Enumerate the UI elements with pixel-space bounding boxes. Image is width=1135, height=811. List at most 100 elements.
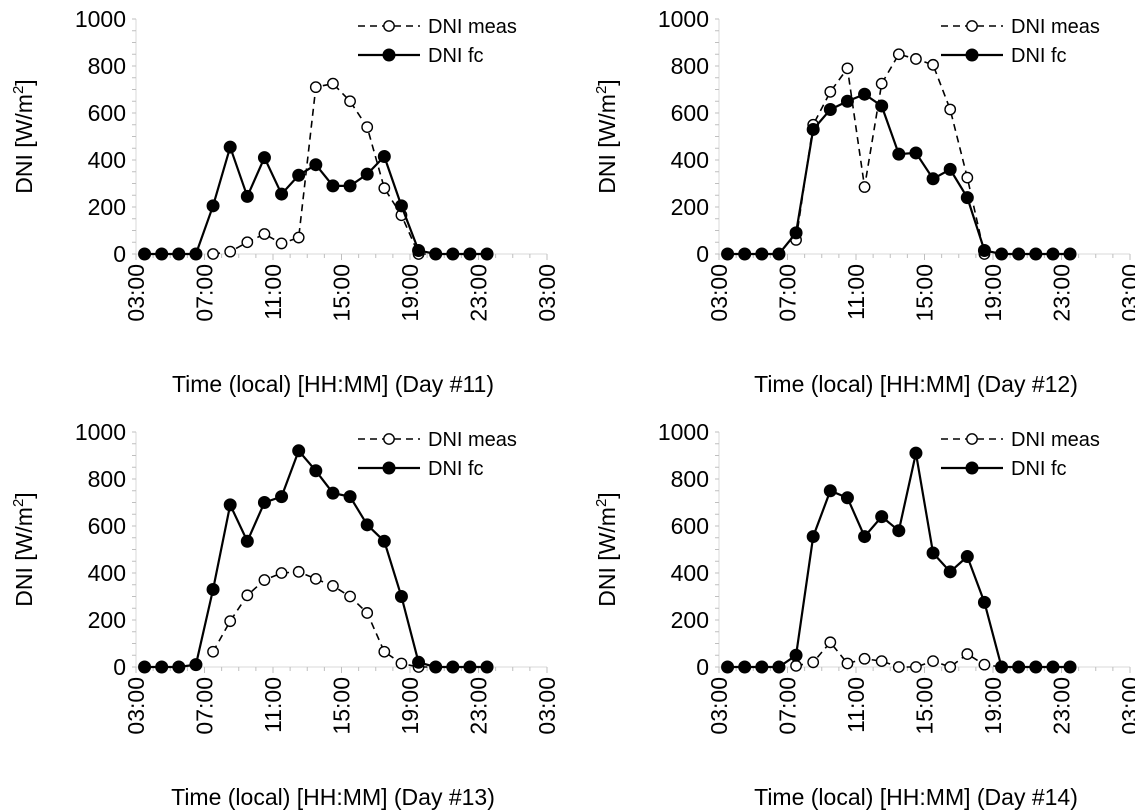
data-point-fc — [806, 530, 820, 544]
series-line-fc — [144, 448, 488, 669]
data-point-fc — [823, 484, 837, 498]
legend-label: DNI fc — [1011, 458, 1067, 480]
data-point-meas — [344, 590, 356, 603]
data-point-fc — [858, 530, 872, 544]
x-tick-label: 23:00 — [466, 677, 492, 735]
data-point-meas — [927, 655, 939, 668]
data-point-meas — [378, 645, 391, 658]
data-point-meas — [892, 661, 905, 673]
data-point-meas — [327, 580, 339, 592]
legend-label: DNI meas — [428, 429, 517, 451]
y-tick-label: 800 — [671, 53, 709, 79]
x-tick-label: 07:00 — [775, 677, 801, 735]
series-line-meas — [212, 82, 488, 255]
y-tick-label: 200 — [671, 607, 709, 633]
x-tick-label: 15:00 — [912, 677, 938, 735]
data-point-fc — [1046, 660, 1060, 674]
y-tick-label: 1000 — [75, 6, 126, 32]
data-point-meas — [910, 53, 922, 65]
legend-label: DNI meas — [1011, 16, 1100, 38]
y-tick-label: 600 — [671, 513, 709, 539]
y-axis-label: DNI [W/m2] — [593, 79, 620, 193]
data-point-fc — [755, 660, 769, 674]
data-point-fc — [275, 490, 289, 504]
data-point-fc — [926, 546, 940, 560]
data-point-fc — [343, 490, 357, 504]
y-tick-label: 0 — [696, 241, 709, 267]
data-point-fc — [960, 191, 974, 205]
data-point-fc — [412, 655, 426, 669]
data-point-meas — [841, 62, 854, 75]
x-tick-label: 03:00 — [1117, 677, 1135, 735]
data-point-fc — [960, 550, 974, 564]
data-point-fc — [926, 172, 940, 186]
data-point-meas — [207, 645, 219, 658]
x-axis-label: Time (local) [HH:MM] (Day #11) — [172, 371, 494, 397]
data-point-fc — [257, 495, 271, 509]
data-point-meas — [824, 636, 837, 649]
data-point-fc — [275, 187, 289, 201]
legend-label: DNI fc — [428, 45, 484, 67]
legend-marker — [966, 20, 978, 32]
y-tick-label: 800 — [88, 53, 126, 79]
data-point-fc — [1029, 247, 1043, 261]
legend-label: DNI meas — [428, 16, 517, 38]
data-point-meas — [841, 657, 854, 670]
data-point-fc — [138, 247, 152, 261]
x-axis-label: Time (local) [HH:MM] (Day #12) — [754, 371, 1078, 397]
data-point-fc — [326, 486, 340, 500]
x-tick-label: 03:00 — [706, 264, 732, 322]
y-axis-label: DNI [W/m2] — [10, 492, 37, 606]
data-point-fc — [840, 491, 854, 505]
legend-label: DNI fc — [428, 458, 484, 480]
y-tick-label: 0 — [696, 654, 709, 680]
data-point-fc — [206, 199, 220, 213]
x-tick-label: 07:00 — [192, 677, 218, 735]
data-point-fc — [155, 247, 169, 261]
data-point-fc — [343, 179, 357, 193]
chart-panel-4: 0 200 400 600 800 1000 03:00 07:00 11:00 15:00 19:… — [593, 419, 1135, 810]
data-point-fc — [840, 94, 854, 108]
y-tick-label: 1000 — [75, 419, 126, 445]
data-point-meas — [224, 245, 237, 258]
y-tick-label: 1000 — [658, 6, 709, 32]
chart-panel-1: 0 200 400 600 800 1000 03:00 07:00 11:00 15:00 19:… — [10, 6, 560, 397]
series-line-fc — [727, 92, 1071, 256]
data-point-fc — [463, 247, 477, 261]
data-point-fc — [429, 247, 443, 261]
data-point-fc — [412, 243, 426, 257]
x-tick-label: 19:00 — [980, 264, 1006, 322]
data-point-meas — [961, 171, 974, 184]
data-point-fc — [240, 189, 254, 203]
y-axis-label: DNI [W/m2] — [10, 79, 37, 193]
data-point-meas — [978, 658, 991, 671]
data-point-fc — [360, 518, 374, 532]
data-point-fc — [858, 87, 872, 101]
y-tick-label: 400 — [671, 560, 709, 586]
data-point-meas — [361, 121, 374, 134]
x-tick-label: 19:00 — [397, 264, 423, 322]
chart-panel-3: 0 200 400 600 800 1000 03:00 07:00 11:00 15:00 19:… — [10, 419, 560, 810]
data-point-fc — [738, 660, 752, 674]
data-point-meas — [361, 607, 374, 619]
series-line-meas — [795, 53, 1071, 255]
y-tick-label: 800 — [88, 466, 126, 492]
legend-marker — [382, 48, 396, 62]
data-point-fc — [480, 247, 494, 261]
data-point-fc — [172, 247, 186, 261]
x-tick-label: 03:00 — [123, 677, 149, 735]
x-tick-label: 03:00 — [534, 677, 560, 735]
series-line-meas — [212, 571, 488, 668]
data-point-fc — [721, 660, 735, 674]
data-point-meas — [258, 574, 271, 586]
data-point-fc — [875, 510, 889, 524]
data-point-fc — [394, 589, 408, 603]
x-tick-label: 07:00 — [192, 264, 218, 322]
data-point-meas — [344, 95, 356, 108]
data-point-meas — [944, 103, 957, 116]
data-point-fc — [189, 658, 203, 672]
data-point-fc — [309, 464, 323, 478]
y-tick-label: 200 — [88, 194, 126, 220]
legend-label: DNI meas — [1011, 429, 1100, 451]
x-tick-label: 15:00 — [329, 264, 355, 322]
